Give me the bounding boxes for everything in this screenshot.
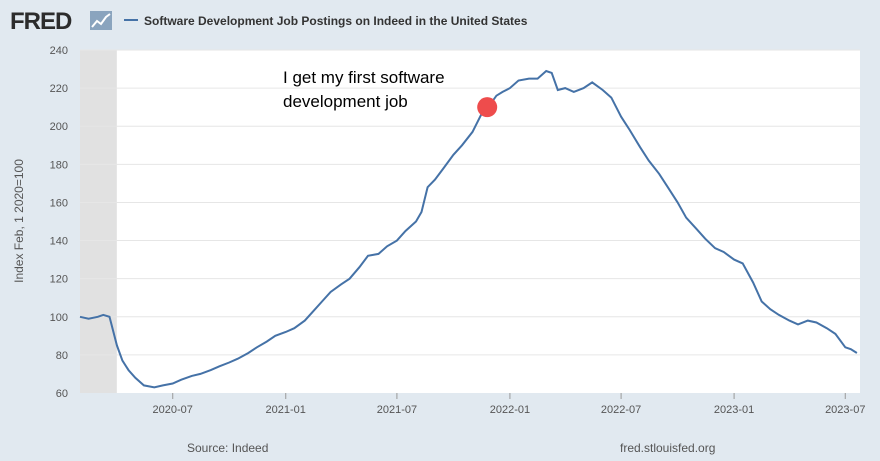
y-tick-label-100: 100 [50,312,68,324]
legend-label[interactable]: Software Development Job Postings on Ind… [144,14,528,28]
trend-chart-icon [90,11,112,30]
y-tick-label-220: 220 [50,83,68,95]
x-tick-label-2020-07: 2020-07 [153,404,193,416]
gridlines [80,49,860,356]
source-text: Source: Indeed [187,441,268,455]
fred-logo-text: FRED [10,8,72,35]
site-link[interactable]: fred.stlouisfed.org [620,441,715,455]
plot-area [80,50,860,393]
x-tick-label-2021-01: 2021-01 [266,404,306,416]
x-tick-label-2023-07: 2023-07 [825,404,865,416]
x-tick-label-2023-01: 2023-01 [714,404,754,416]
y-tick-label-180: 180 [50,159,68,171]
y-tick-label-160: 160 [50,197,68,209]
annotation-line-2: development job [283,92,408,111]
y-tick-label-120: 120 [50,274,68,286]
y-tick-label-140: 140 [50,236,68,248]
first-job-marker [477,97,498,118]
y-tick-label-80: 80 [56,350,68,362]
y-axis-label: Index Feb, 1 2020=100 [12,159,26,283]
y-axis-ticks: 60 80 100 120 140 160 180 200 220 240 [50,45,68,400]
y-tick-label-200: 200 [50,121,68,133]
y-tick-label-60: 60 [56,388,68,400]
y-tick-label-240: 240 [50,45,68,57]
series-line [79,69,858,389]
x-axis-ticks: 2020-07 2021-01 2021-07 2022-01 2022-07 2023-… [153,393,865,416]
shaded-period [80,50,117,393]
fred-logo[interactable]: FRED [10,8,112,35]
x-tick-label-2022-01: 2022-01 [490,404,530,416]
x-tick-label-2021-07: 2021-07 [377,404,417,416]
annotation-line-1: I get my first software [283,68,445,87]
x-tick-label-2022-07: 2022-07 [601,404,641,416]
